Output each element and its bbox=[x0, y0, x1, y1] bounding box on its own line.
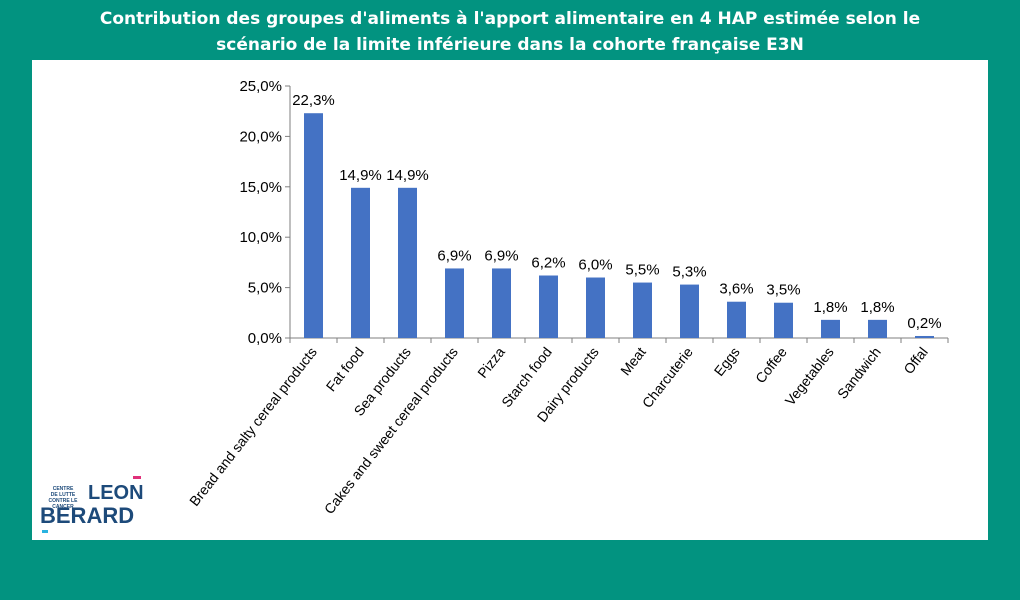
chart-title: Contribution des groupes d'aliments à l'… bbox=[0, 6, 1020, 58]
category-label: Vegetables bbox=[782, 344, 837, 408]
category-label: Coffee bbox=[752, 344, 790, 386]
bar bbox=[304, 113, 323, 338]
logo-name-berard: BERARD bbox=[40, 503, 135, 528]
data-label: 14,9% bbox=[386, 167, 429, 184]
data-label: 6,2% bbox=[531, 255, 565, 272]
bar bbox=[445, 268, 464, 338]
category-label: Bread and salty cereal products bbox=[186, 344, 320, 509]
category-label: Fat food bbox=[323, 344, 367, 394]
bar bbox=[868, 319, 887, 338]
y-tick-label: 20,0% bbox=[239, 128, 282, 145]
data-label: 1,8% bbox=[860, 299, 894, 316]
category-label: Offal bbox=[900, 344, 931, 377]
bar bbox=[492, 268, 511, 338]
data-label: 0,2% bbox=[907, 315, 941, 332]
bar bbox=[680, 284, 699, 338]
bar bbox=[774, 302, 793, 338]
y-tick-label: 0,0% bbox=[248, 330, 282, 347]
bar bbox=[633, 282, 652, 338]
bar bbox=[539, 275, 558, 338]
bar bbox=[915, 335, 934, 338]
bar bbox=[351, 187, 370, 338]
bar-chart: 0,0% 5,0% 10,0% 15,0% 20,0% 25,0% 22,3% Bread a… bbox=[186, 78, 949, 517]
data-label: 3,5% bbox=[766, 282, 800, 299]
y-tick-label: 10,0% bbox=[239, 229, 282, 246]
category-label: Pizza bbox=[474, 344, 508, 381]
chart-title-line-1: Contribution des groupes d'aliments à l'… bbox=[99, 9, 921, 29]
logo-tagline: CENTRE DE LUTTE CONTRE LE CANCER bbox=[48, 486, 78, 510]
data-label: 22,3% bbox=[292, 92, 335, 109]
y-tick-label: 5,0% bbox=[248, 280, 282, 297]
data-label: 6,9% bbox=[484, 247, 518, 264]
bar bbox=[398, 187, 417, 338]
data-label: 6,9% bbox=[437, 247, 471, 264]
category-label: Meat bbox=[617, 344, 649, 378]
bar bbox=[821, 319, 840, 338]
data-label: 5,3% bbox=[672, 264, 706, 281]
data-label: 3,6% bbox=[719, 281, 753, 298]
y-tick-label: 25,0% bbox=[239, 78, 282, 95]
category-label: Sandwich bbox=[834, 344, 884, 402]
bar bbox=[727, 301, 746, 338]
leon-berard-logo: CENTRE DE LUTTE CONTRE LE CANCER LEON BE… bbox=[40, 476, 150, 536]
chart-panel: 0,0% 5,0% 10,0% 15,0% 20,0% 25,0% 22,3% Bread a… bbox=[32, 60, 988, 540]
logo-pink-accent bbox=[133, 476, 141, 479]
logo-cyan-accent bbox=[42, 530, 48, 533]
chart-title-line-2: scénario de la limite inférieure dans la… bbox=[216, 35, 804, 55]
data-label: 6,0% bbox=[578, 257, 612, 274]
data-label: 14,9% bbox=[339, 167, 382, 184]
y-tick-label: 15,0% bbox=[239, 179, 282, 196]
data-label: 1,8% bbox=[813, 299, 847, 316]
bar bbox=[586, 277, 605, 338]
data-label: 5,5% bbox=[625, 262, 659, 279]
logo-name-leon: LEON bbox=[88, 482, 144, 504]
category-label: Eggs bbox=[711, 344, 743, 379]
